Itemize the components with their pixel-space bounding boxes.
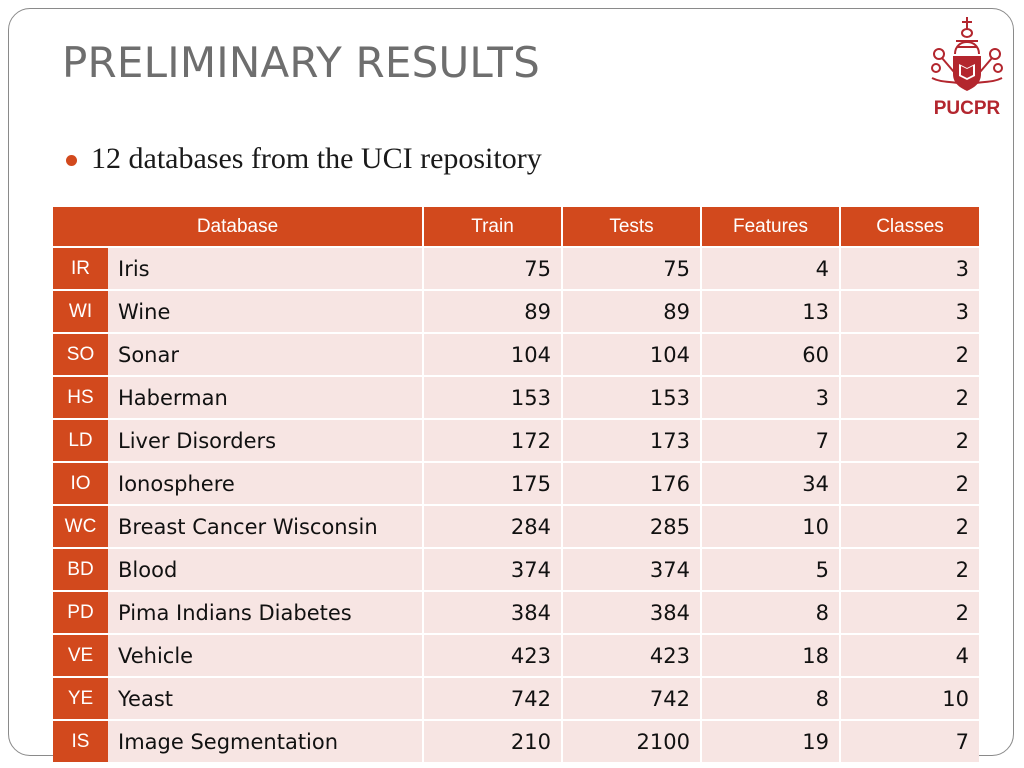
table-row: IO Ionosphere 175 176 34 2 [53, 461, 979, 505]
cell-train: 75 [422, 246, 562, 290]
table-row: YE Yeast 742 742 8 10 [53, 676, 979, 720]
cell-classes: 2 [839, 504, 979, 548]
cell-features: 10 [700, 504, 840, 548]
cell-abbreviation: WC [53, 504, 108, 548]
cell-abbreviation: BD [53, 547, 108, 591]
cell-train: 742 [422, 676, 562, 720]
header-tests: Tests [561, 207, 701, 247]
crest-icon [931, 17, 1003, 91]
cell-features: 34 [700, 461, 840, 505]
cell-classes: 2 [839, 590, 979, 634]
cell-features: 5 [700, 547, 840, 591]
cell-train: 374 [422, 547, 562, 591]
cell-tests: 384 [561, 590, 701, 634]
cell-features: 3 [700, 375, 840, 419]
cell-database-name: Haberman [108, 375, 423, 419]
cell-train: 175 [422, 461, 562, 505]
table-row: VE Vehicle 423 423 18 4 [53, 633, 979, 677]
header-train: Train [422, 207, 562, 247]
cell-features: 7 [700, 418, 840, 462]
table-row: HS Haberman 153 153 3 2 [53, 375, 979, 419]
table-header-row: Database Train Tests Features Classes [53, 207, 979, 247]
cell-classes: 2 [839, 461, 979, 505]
slide-title: PRELIMINARY RESULTS [62, 38, 540, 87]
table-row: WC Breast Cancer Wisconsin 284 285 10 2 [53, 504, 979, 548]
cell-classes: 3 [839, 289, 979, 333]
cell-database-name: Ionosphere [108, 461, 423, 505]
cell-abbreviation: VE [53, 633, 108, 677]
cell-database-name: Liver Disorders [108, 418, 423, 462]
cell-features: 18 [700, 633, 840, 677]
cell-tests: 75 [561, 246, 701, 290]
table-row: BD Blood 374 374 5 2 [53, 547, 979, 591]
cell-tests: 742 [561, 676, 701, 720]
cell-features: 8 [700, 676, 840, 720]
cell-train: 104 [422, 332, 562, 376]
cell-classes: 3 [839, 246, 979, 290]
cell-database-name: Blood [108, 547, 423, 591]
header-features: Features [700, 207, 840, 247]
cell-classes: 2 [839, 332, 979, 376]
header-classes: Classes [839, 207, 979, 247]
cell-abbreviation: PD [53, 590, 108, 634]
cell-tests: 285 [561, 504, 701, 548]
cell-train: 423 [422, 633, 562, 677]
cell-abbreviation: IO [53, 461, 108, 505]
cell-abbreviation: WI [53, 289, 108, 333]
logo-text: PUCPR [933, 98, 1001, 119]
cell-abbreviation: HS [53, 375, 108, 419]
header-database: Database [53, 207, 423, 247]
cell-classes: 2 [839, 418, 979, 462]
cell-tests: 176 [561, 461, 701, 505]
cell-abbreviation: LD [53, 418, 108, 462]
cell-database-name: Vehicle [108, 633, 423, 677]
cell-abbreviation: SO [53, 332, 108, 376]
pucpr-logo: PUCPR [924, 14, 1010, 124]
cell-tests: 89 [561, 289, 701, 333]
cell-database-name: Image Segmentation [108, 719, 423, 762]
cell-train: 153 [422, 375, 562, 419]
bullet-item: 12 databases from the UCI repository [66, 142, 542, 176]
cell-classes: 7 [839, 719, 979, 762]
cell-train: 284 [422, 504, 562, 548]
cell-database-name: Iris [108, 246, 423, 290]
cell-tests: 2100 [561, 719, 701, 762]
cell-abbreviation: IS [53, 719, 108, 762]
databases-table: Database Train Tests Features Classes IR… [53, 207, 979, 762]
cell-train: 210 [422, 719, 562, 762]
cell-database-name: Pima Indians Diabetes [108, 590, 423, 634]
cell-features: 60 [700, 332, 840, 376]
cell-database-name: Breast Cancer Wisconsin [108, 504, 423, 548]
cell-tests: 423 [561, 633, 701, 677]
cell-classes: 2 [839, 547, 979, 591]
cell-database-name: Wine [108, 289, 423, 333]
cell-train: 384 [422, 590, 562, 634]
cell-train: 172 [422, 418, 562, 462]
table-row: LD Liver Disorders 172 173 7 2 [53, 418, 979, 462]
bullet-text: 12 databases from the UCI repository [91, 142, 542, 175]
table-row: IS Image Segmentation 210 2100 19 7 [53, 719, 979, 762]
cell-tests: 104 [561, 332, 701, 376]
cell-classes: 2 [839, 375, 979, 419]
cell-database-name: Yeast [108, 676, 423, 720]
cell-abbreviation: IR [53, 246, 108, 290]
cell-tests: 173 [561, 418, 701, 462]
cell-database-name: Sonar [108, 332, 423, 376]
cell-classes: 10 [839, 676, 979, 720]
cell-features: 4 [700, 246, 840, 290]
cell-features: 8 [700, 590, 840, 634]
cell-train: 89 [422, 289, 562, 333]
cell-tests: 153 [561, 375, 701, 419]
cell-features: 19 [700, 719, 840, 762]
cell-features: 13 [700, 289, 840, 333]
cell-classes: 4 [839, 633, 979, 677]
cell-tests: 374 [561, 547, 701, 591]
table-row: WI Wine 89 89 13 3 [53, 289, 979, 333]
cell-abbreviation: YE [53, 676, 108, 720]
table-row: PD Pima Indians Diabetes 384 384 8 2 [53, 590, 979, 634]
table-row: IR Iris 75 75 4 3 [53, 246, 979, 290]
table-row: SO Sonar 104 104 60 2 [53, 332, 979, 376]
bullet-dot-icon [66, 154, 77, 166]
